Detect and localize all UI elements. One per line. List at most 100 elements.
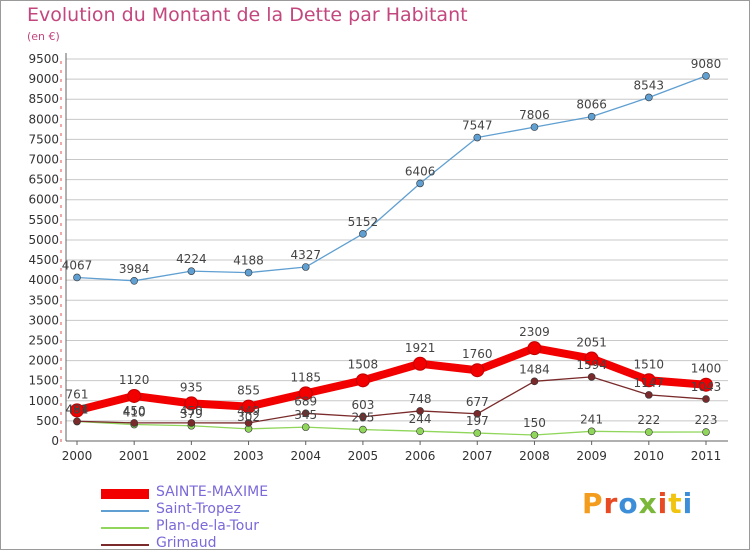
data-label: 1043 (691, 380, 722, 394)
data-label: 197 (466, 414, 489, 428)
data-label: 222 (637, 413, 660, 427)
data-label: 1120 (119, 373, 150, 387)
data-label: 603 (351, 398, 374, 412)
logo-letter: i (682, 487, 694, 520)
legend-swatch (101, 526, 149, 529)
legend-label: Plan-de-la-Tour (156, 518, 259, 534)
data-label: 2309 (519, 325, 550, 339)
data-point (587, 427, 596, 436)
data-label: 1400 (691, 362, 722, 376)
data-label: 410 (123, 406, 146, 420)
x-tick-label: 2005 (348, 449, 379, 463)
data-label: 9080 (691, 57, 722, 71)
data-point (359, 230, 367, 238)
y-tick-label: 7000 (28, 153, 59, 167)
series-line-sainte-maxime (73, 344, 710, 415)
data-label: 223 (695, 413, 718, 427)
data-label: 450 (180, 404, 203, 418)
y-tick-label: 0 (51, 434, 59, 448)
data-label: 5152 (348, 215, 379, 229)
legend-swatch (101, 543, 149, 546)
data-point (184, 396, 199, 411)
x-tick-label: 2011 (691, 449, 722, 463)
data-label: 3984 (119, 262, 150, 276)
logo-letter: t (668, 487, 683, 520)
x-tick-label: 2000 (62, 449, 93, 463)
y-tick-label: 4500 (28, 253, 59, 267)
data-label: 1185 (290, 370, 321, 384)
data-label: 1760 (462, 347, 493, 361)
data-point (73, 417, 81, 426)
data-label: 6406 (405, 164, 436, 178)
data-point (470, 363, 485, 378)
data-label: 150 (523, 416, 546, 430)
series-line-grimaud (76, 376, 707, 424)
x-tick-label: 2001 (119, 449, 150, 463)
legend-swatch (101, 509, 149, 512)
legend-label: Grimaud (156, 535, 217, 550)
data-label: 748 (409, 392, 432, 406)
y-tick-label: 6000 (28, 193, 59, 207)
data-point (587, 112, 596, 121)
y-tick-label: 1500 (28, 374, 59, 388)
x-tick-label: 2004 (290, 449, 321, 463)
series-line-plan-de-la-tour (76, 420, 707, 436)
y-tick-label: 500 (36, 414, 59, 428)
data-point (702, 428, 710, 436)
chart-subtitle: (en €) (27, 30, 60, 43)
x-tick-label: 2010 (634, 449, 665, 463)
logo-letter: i (657, 487, 669, 520)
data-label: 689 (294, 394, 317, 408)
data-point (530, 431, 539, 439)
data-point (301, 409, 310, 418)
data-point (530, 377, 539, 386)
data-point (355, 373, 370, 388)
data-point (587, 373, 596, 381)
data-point (301, 423, 310, 431)
data-label: 449 (237, 404, 260, 418)
data-point (645, 428, 653, 436)
proxiti-logo: Proxiti (582, 487, 693, 520)
x-tick-label: 2008 (519, 449, 550, 463)
y-tick-label: 4000 (28, 273, 59, 287)
data-label: 241 (580, 412, 603, 426)
data-point (702, 395, 710, 403)
data-point (473, 133, 482, 142)
data-point (187, 267, 196, 275)
y-tick-label: 3000 (28, 313, 59, 327)
data-point (416, 407, 424, 415)
data-label: 935 (180, 380, 203, 394)
x-tick-label: 2002 (176, 449, 207, 463)
logo-letter: r (603, 487, 619, 520)
y-tick-label: 3500 (28, 293, 59, 307)
legend-swatch (101, 488, 149, 499)
data-label: 4327 (290, 248, 321, 262)
data-label: 1921 (405, 341, 436, 355)
data-point (645, 93, 653, 102)
data-point (530, 123, 539, 131)
data-point (359, 412, 367, 421)
x-tick-label: 2009 (576, 449, 607, 463)
data-label: 4188 (233, 254, 264, 268)
data-point (473, 429, 482, 437)
data-label: 302 (237, 410, 260, 424)
data-point (127, 388, 142, 403)
data-point (413, 356, 428, 371)
data-point (416, 427, 424, 435)
y-tick-label: 9500 (28, 52, 59, 66)
y-tick-label: 8500 (28, 92, 59, 106)
data-point (699, 377, 713, 392)
data-point (244, 419, 253, 427)
legend-label: SAINTE-MAXIME (156, 484, 269, 500)
data-point (416, 179, 424, 188)
data-label: 677 (466, 395, 489, 409)
y-tick-label: 2500 (28, 333, 59, 347)
x-tick-label: 2007 (462, 449, 493, 463)
data-label: 345 (294, 408, 317, 422)
chart-title: Evolution du Montant de la Dette par Hab… (27, 4, 468, 26)
data-point (130, 419, 138, 427)
y-tick-label: 2000 (28, 354, 59, 368)
data-point (702, 72, 710, 80)
data-label: 1484 (519, 362, 550, 376)
data-point (359, 425, 367, 434)
